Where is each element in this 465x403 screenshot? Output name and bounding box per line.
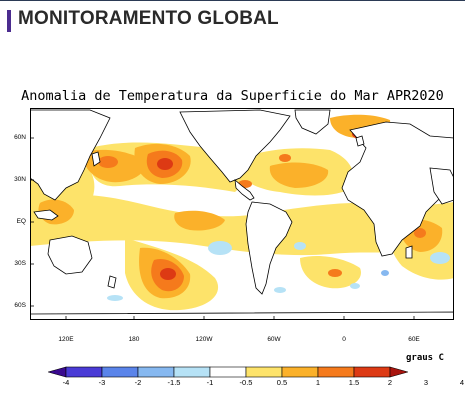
lon-label-180: 180 (119, 336, 149, 343)
lon-label-60e: 60E (399, 336, 429, 343)
colorbar-tick-label: 1 (306, 378, 330, 387)
colorbar-tick-label: 2 (378, 378, 402, 387)
cool-indian (430, 252, 450, 264)
lon-label-60w: 60W (259, 336, 289, 343)
sst-anomaly-map (30, 108, 454, 320)
colorbar-tick-label: 4 (450, 378, 465, 387)
colorbar-segment (174, 367, 210, 377)
colorbar-tick-label: 3 (414, 378, 438, 387)
color-scale-bar (48, 366, 408, 378)
cool-e-pacific (208, 241, 232, 255)
section-header: MONITORAMENTO GLOBAL (0, 0, 465, 38)
colorbar-tick-label: 1.5 (342, 378, 366, 387)
colorbar-tick-label: -0.5 (234, 378, 258, 387)
lat-label-30n: 30N (6, 176, 26, 183)
hot-sp-center (160, 268, 176, 280)
colorbar-segment (210, 367, 246, 377)
lon-label-120e: 120E (51, 336, 81, 343)
section-title: MONITORAMENTO GLOBAL (18, 8, 279, 30)
colorbar-end-low (48, 367, 66, 377)
colorbar-segment (246, 367, 282, 377)
lon-label-0: 0 (329, 336, 359, 343)
colorbar-segment (354, 367, 390, 377)
cool-spot-3 (107, 295, 123, 301)
lat-label-eq: EQ (6, 218, 26, 225)
cool-s-atl (294, 242, 306, 250)
colorbar-segment (66, 367, 102, 377)
colorbar-tick-label: -3 (90, 378, 114, 387)
lat-label-60s: 60S (6, 302, 26, 309)
hot-s-atl (328, 269, 342, 277)
units-label: graus C (406, 353, 444, 363)
colorbar-tick-label: -1 (198, 378, 222, 387)
madagascar (406, 246, 412, 258)
colorbar-tick-label: -1.5 (162, 378, 186, 387)
colorbar-segment (318, 367, 354, 377)
header-accent-bar (7, 10, 11, 32)
colorbar-tick-label: -4 (54, 378, 78, 387)
colorbar-segment (282, 367, 318, 377)
lat-label-30s: 30S (6, 260, 26, 267)
hot-np-center (157, 158, 173, 170)
colorbar-tick-label: 0.5 (270, 378, 294, 387)
cool-spot-1 (381, 270, 389, 276)
lon-label-120w: 120W (189, 336, 219, 343)
colorbar-segment (138, 367, 174, 377)
hot-n-atl (279, 154, 291, 162)
hot-nw-pacific (98, 156, 118, 168)
colorbar-tick-label: -2 (126, 378, 150, 387)
cool-spot-4 (274, 287, 286, 293)
cool-spot-2 (350, 283, 360, 289)
colorbar-segment (102, 367, 138, 377)
map-title: Anomalia de Temperatura da Superficie do… (0, 88, 465, 104)
lat-label-60n: 60N (6, 134, 26, 141)
colorbar-end-high (390, 367, 408, 377)
